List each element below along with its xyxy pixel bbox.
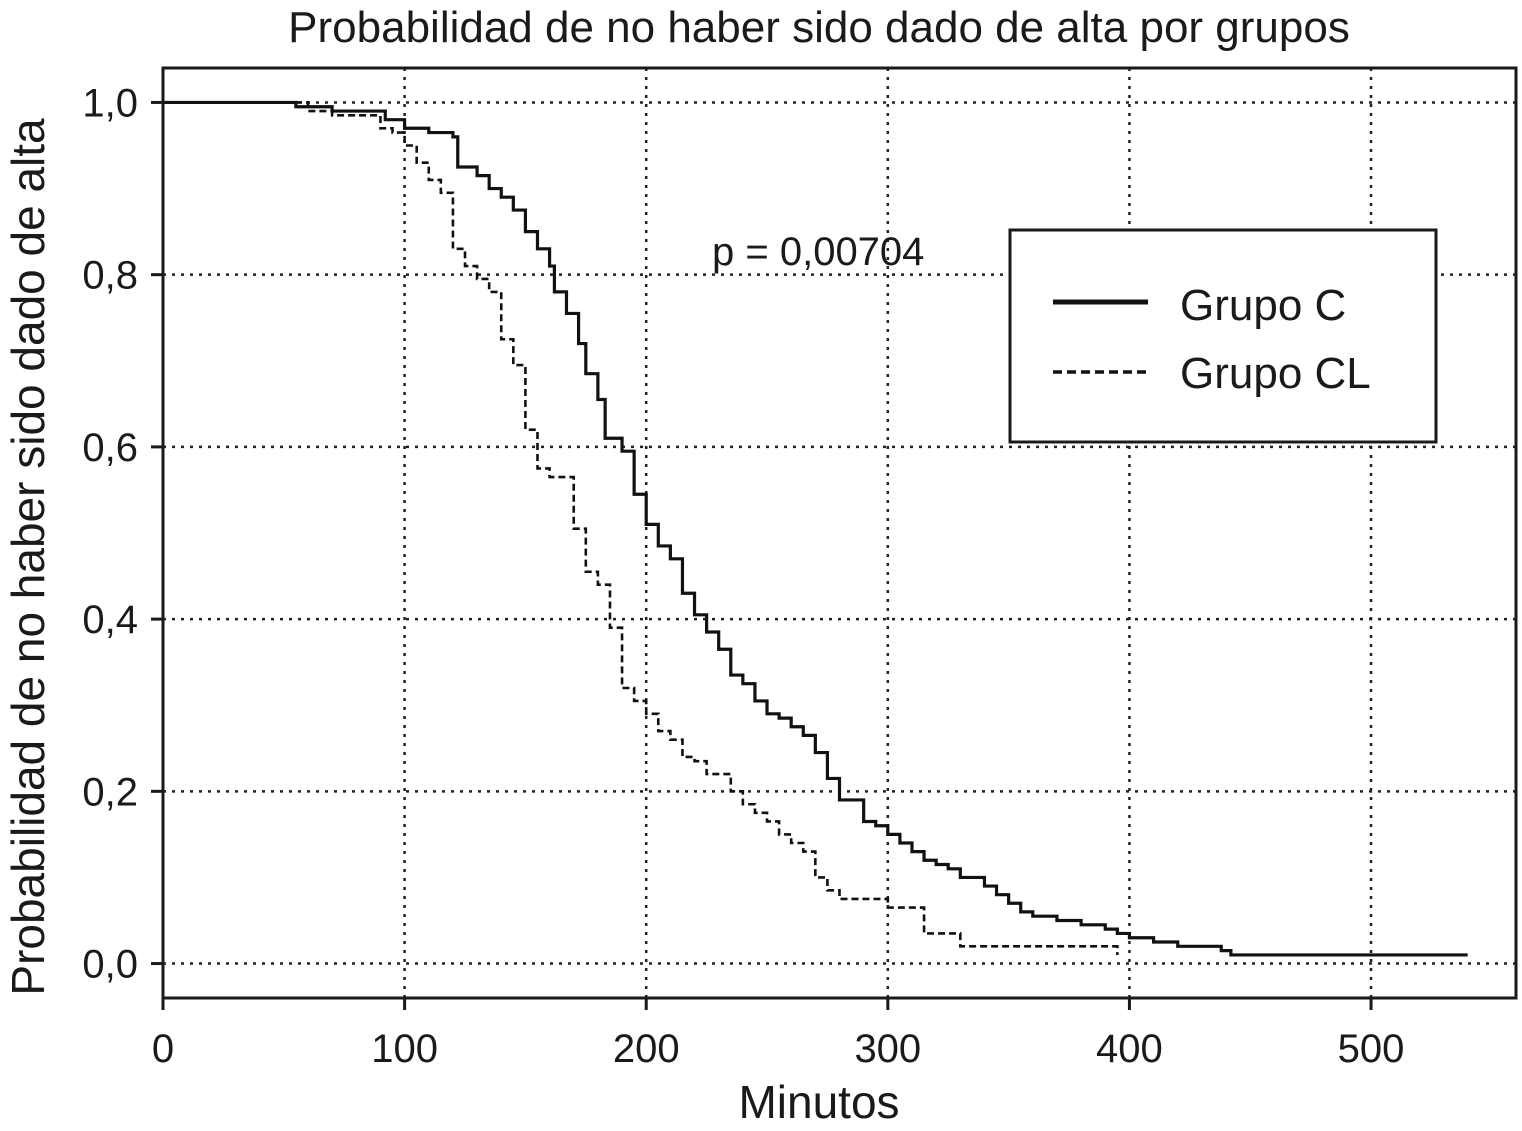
plot-frame — [161, 66, 1518, 1000]
x-tick-label-200: 200 — [613, 1027, 680, 1071]
legend-label-grupo-cl: Grupo CL — [1180, 349, 1371, 398]
series-line-grupo-cl — [163, 101, 1119, 955]
legend: Grupo C Grupo CL — [1008, 228, 1438, 444]
y-tick-label-0,6: 0,6 — [82, 426, 138, 470]
grid — [163, 68, 1516, 998]
series-line-grupo-c — [163, 100, 1468, 957]
y-tick-label-0,0: 0,0 — [82, 943, 138, 987]
plot-series — [163, 100, 1468, 957]
x-tick-label-500: 500 — [1338, 1027, 1405, 1071]
x-axis-title: Minutos — [738, 1076, 899, 1128]
y-tick-label-0,2: 0,2 — [82, 770, 138, 814]
x-tick-label-300: 300 — [854, 1027, 921, 1071]
y-tick-label-1,0: 1,0 — [82, 81, 138, 125]
legend-box — [1008, 228, 1438, 444]
y-axis-title: Probabilidad de no haber sido dado de al… — [2, 118, 54, 996]
y-tick-label-0,4: 0,4 — [82, 598, 138, 642]
x-tick-label-0: 0 — [152, 1027, 174, 1071]
chart-title: Probabilidad de no haber sido dado de al… — [288, 3, 1350, 52]
x-tick-label-400: 400 — [1096, 1027, 1163, 1071]
legend-label-grupo-c: Grupo C — [1180, 281, 1346, 330]
y-tick-label-0,8: 0,8 — [82, 254, 138, 298]
x-tick-label-100: 100 — [371, 1027, 438, 1071]
axis-ticks: 0 100 200 300 400 500 0,0 0,2 0,4 0,6 0,8 1,0 — [82, 81, 1404, 1071]
p-value-annotation: p = 0,00704 — [712, 230, 924, 274]
